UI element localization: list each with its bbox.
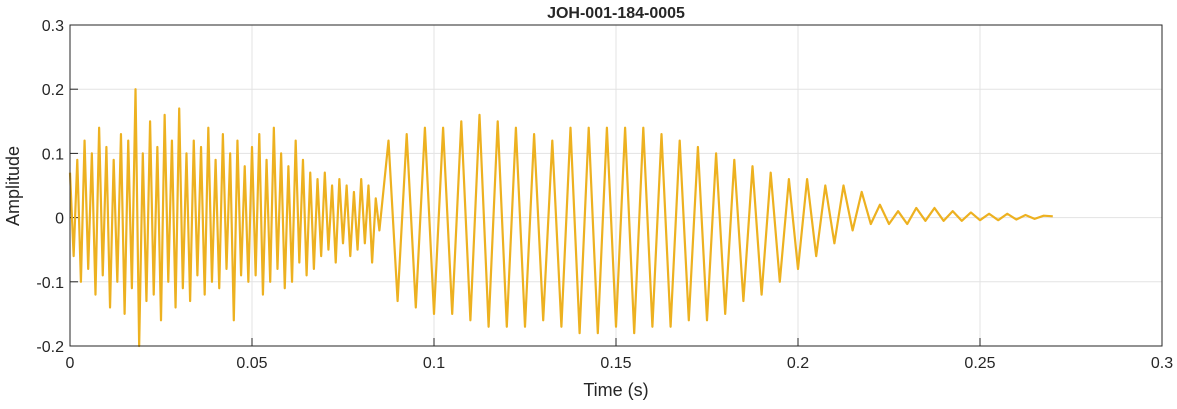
x-axis-label: Time (s) (583, 380, 648, 400)
x-tick-label: 0.1 (423, 355, 445, 372)
y-tick-label: 0.2 (42, 82, 64, 99)
x-tick-label: 0.05 (236, 355, 267, 372)
y-tick-label: -0.2 (36, 339, 64, 356)
x-tick-label: 0.3 (1151, 355, 1173, 372)
waveform-line (68, 88, 1053, 348)
chart-title: JOH-001-184-0005 (547, 5, 685, 22)
y-tick-label: 0 (55, 211, 64, 228)
y-tick-label: 0.3 (42, 18, 64, 35)
x-tick-label: 0.15 (600, 355, 631, 372)
x-tick-label: 0.25 (964, 355, 995, 372)
axes-box (69, 24, 1163, 347)
y-tick-label: -0.1 (36, 275, 64, 292)
x-tick-label: 0 (66, 355, 75, 372)
x-tick-label: 0.2 (787, 355, 809, 372)
y-axis-label: Amplitude (3, 146, 23, 226)
y-tick-label: 0.1 (42, 146, 64, 163)
